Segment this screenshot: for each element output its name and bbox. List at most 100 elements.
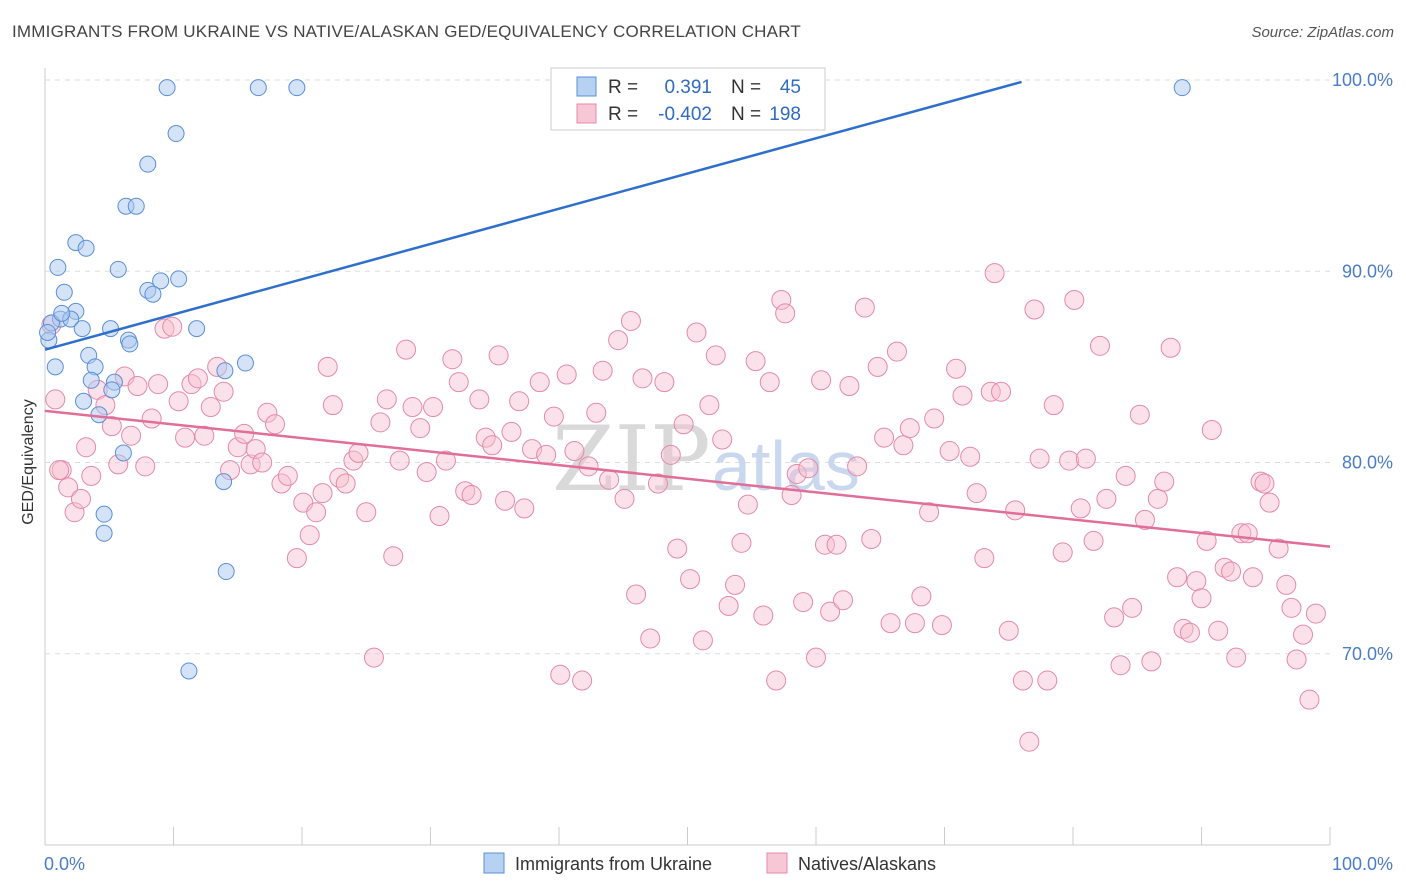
point-natives (49, 460, 70, 481)
point-natives (793, 592, 814, 613)
trendlines (44, 80, 1331, 548)
point-natives (826, 534, 847, 555)
point-natives (370, 412, 391, 433)
point-natives (252, 452, 273, 473)
point-natives (980, 381, 1001, 402)
point-natives (469, 389, 490, 410)
point-natives (299, 525, 320, 546)
point-natives (383, 546, 404, 567)
point-natives (811, 370, 832, 391)
point-natives (759, 372, 780, 393)
point-natives (213, 381, 234, 402)
point-ukraine (95, 505, 113, 523)
point-natives (1196, 530, 1217, 551)
point-natives (1037, 670, 1058, 691)
point-ukraine (82, 371, 100, 389)
y-axis-label: GED/Equivalency (20, 399, 37, 524)
point-natives (686, 322, 707, 343)
point-natives (286, 548, 307, 569)
point-ukraine (144, 285, 162, 303)
point-natives (1029, 448, 1050, 469)
point-natives (614, 488, 635, 509)
point-natives (58, 477, 79, 498)
point-natives (1186, 571, 1207, 592)
point-natives (654, 372, 675, 393)
point-ukraine (236, 354, 254, 372)
point-natives (317, 356, 338, 377)
point-natives (1173, 618, 1194, 639)
point-ukraine (167, 125, 185, 143)
point-natives (893, 435, 914, 456)
point-natives (939, 441, 960, 462)
point-natives (245, 439, 266, 460)
legend-n-label-1: N = (731, 77, 761, 98)
point-natives (1299, 689, 1320, 710)
point-natives (1043, 395, 1064, 416)
point-natives (1134, 509, 1155, 530)
point-ukraine (39, 323, 57, 341)
point-natives (1293, 624, 1314, 645)
bottom-legend-label-natives: Natives/Alaskans (798, 854, 936, 874)
point-natives (640, 628, 661, 649)
y-tick-label-70: 70.0% (1342, 644, 1393, 664)
gridlines (45, 79, 1330, 655)
point-natives (1089, 335, 1110, 356)
point-ukraine (216, 362, 234, 380)
point-natives (455, 481, 476, 502)
point-natives (335, 473, 356, 494)
point-natives (322, 395, 343, 416)
point-natives (529, 372, 550, 393)
trendline-natives (44, 409, 1331, 548)
point-natives (998, 620, 1019, 641)
correlation-legend: R = 0.391 N = 45 R = -0.402 N = 198 (550, 67, 826, 131)
point-natives (1147, 488, 1168, 509)
point-natives (699, 395, 720, 416)
legend-n-value-2: 198 (769, 104, 801, 125)
x-tick-label-min: 0.0% (44, 854, 85, 874)
point-natives (1024, 299, 1045, 320)
point-natives (514, 498, 535, 519)
bottom-legend-swatch-ukraine (483, 852, 505, 874)
point-natives (135, 456, 156, 477)
point-natives (277, 465, 298, 486)
point-natives (592, 360, 613, 381)
point-natives (435, 450, 456, 471)
point-natives (1254, 473, 1275, 494)
point-natives (599, 469, 620, 490)
point-natives (867, 356, 888, 377)
point-natives (509, 391, 530, 412)
point-natives (1167, 567, 1188, 588)
point-ukraine (90, 406, 108, 424)
series-legend: Immigrants from Ukraine Natives/Alaskans (483, 852, 936, 874)
point-natives (608, 330, 629, 351)
point-natives (141, 408, 162, 429)
legend-swatch-blue (576, 76, 597, 97)
point-natives (402, 397, 423, 418)
point-natives (974, 548, 995, 569)
point-natives (847, 456, 868, 477)
point-natives (586, 402, 607, 423)
point-natives (1160, 337, 1181, 358)
point-natives (1214, 557, 1235, 578)
point-ukraine (49, 258, 67, 276)
point-natives (899, 418, 920, 439)
point-ukraine (103, 381, 121, 399)
point-natives (168, 391, 189, 412)
point-ukraine (180, 662, 198, 680)
point-natives (442, 349, 463, 370)
point-natives (667, 538, 688, 559)
point-natives (718, 595, 739, 616)
point-natives (1115, 465, 1136, 486)
point-natives (416, 462, 437, 483)
point-natives (861, 529, 882, 549)
point-natives (775, 303, 796, 324)
point-natives (632, 368, 653, 389)
point-natives (396, 339, 417, 360)
point-natives (946, 358, 967, 379)
point-ukraine (1173, 79, 1191, 97)
legend-n-value-1: 45 (780, 77, 801, 98)
point-natives (488, 345, 509, 366)
point-natives (148, 374, 169, 395)
point-natives (536, 444, 557, 465)
legend-r-value-1: 0.391 (664, 77, 712, 98)
